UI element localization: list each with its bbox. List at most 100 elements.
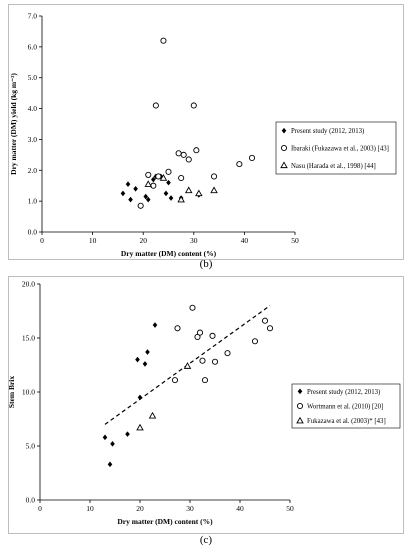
legend-box bbox=[291, 383, 401, 429]
scatter-chart-b: 0 10 20 30 40 50 0.0 1.0 2.0 3.0 4.0 5.0 6.0 7.0 Dry m… bbox=[9, 12, 397, 258]
y-tick-label: 5.0 bbox=[26, 442, 36, 451]
data-point-circle bbox=[150, 182, 157, 189]
x-axis-label: Dry matter (DM) content (%) bbox=[117, 517, 213, 526]
data-point-diamond bbox=[142, 361, 148, 367]
y-tick-label: 5.0 bbox=[28, 73, 38, 82]
data-point-triangle bbox=[159, 174, 168, 181]
data-point-triangle bbox=[177, 195, 185, 203]
data-point-diamond bbox=[137, 394, 143, 401]
data-point-circle bbox=[180, 151, 187, 158]
data-point-diamond bbox=[120, 190, 126, 197]
legend-entry: Ibaraki (Fukazawa et al., 2003) [43] bbox=[291, 146, 389, 153]
y-tick-label: 1.0 bbox=[28, 197, 38, 206]
data-point-circle bbox=[175, 150, 182, 157]
data-point-circle bbox=[171, 377, 179, 384]
legend-entry: Present study (2012, 2013) bbox=[291, 128, 364, 135]
legend-marker-triangle bbox=[296, 416, 304, 424]
data-point-diamond bbox=[166, 179, 171, 186]
data-point-circle bbox=[174, 325, 181, 332]
y-tick-label: 20.0 bbox=[22, 280, 35, 289]
legend-marker-circle bbox=[280, 144, 288, 152]
data-point-circle bbox=[209, 332, 216, 339]
data-point-diamond bbox=[151, 176, 156, 183]
data-point-triangle bbox=[144, 180, 153, 187]
data-point-circle bbox=[185, 156, 192, 163]
data-point-triangle bbox=[195, 189, 203, 197]
legend-entry: Present study (2012, 2013) bbox=[307, 389, 380, 396]
x-tick-label: 10 bbox=[86, 504, 94, 513]
data-point-circle bbox=[193, 147, 200, 154]
x-tick-label: 30 bbox=[186, 504, 194, 513]
y-tick-label: 3.0 bbox=[28, 135, 38, 144]
y-tick-label: 2.0 bbox=[28, 166, 38, 175]
data-point-circle bbox=[189, 304, 196, 311]
data-point-diamond bbox=[135, 356, 140, 363]
data-point-circle bbox=[211, 358, 219, 365]
x-tick-label: 40 bbox=[236, 504, 244, 513]
data-point-diamond bbox=[110, 441, 115, 447]
y-tick-label: 6.0 bbox=[28, 42, 38, 51]
data-point-diamond bbox=[125, 181, 131, 187]
data-point-diamond bbox=[145, 196, 151, 203]
x-tick-label: 20 bbox=[139, 236, 147, 245]
data-point-circle bbox=[145, 171, 152, 178]
data-point-triangle bbox=[210, 186, 218, 194]
legend-entry: Nasu (Harada et al., 1998) [44] bbox=[291, 163, 376, 170]
data-point-circle bbox=[248, 154, 256, 161]
data-point-diamond bbox=[152, 322, 158, 328]
data-point-circle bbox=[236, 161, 243, 168]
data-point-diamond bbox=[145, 349, 150, 355]
data-point-diamond bbox=[128, 196, 133, 203]
y-tick-label: 10.0 bbox=[22, 388, 35, 397]
data-point-triangle bbox=[136, 423, 144, 431]
legend-entry: Fukazawa et al. (2003)* [43] bbox=[307, 418, 386, 425]
data-point-diamond bbox=[163, 190, 169, 197]
x-tick-label: 40 bbox=[241, 236, 249, 245]
data-point-circle bbox=[152, 102, 159, 109]
chart-panel-b: 0 10 20 30 40 50 0.0 1.0 2.0 3.0 4.0 5.0 6.0 7.0 Dry m… bbox=[0, 0, 412, 270]
data-point-circle bbox=[199, 357, 206, 364]
data-point-circle bbox=[224, 350, 231, 357]
x-axis-label: Dry matter (DM) content (%) bbox=[121, 249, 217, 258]
y-tick-label: 7.0 bbox=[28, 12, 38, 21]
data-point-circle bbox=[165, 168, 172, 175]
data-point-circle bbox=[137, 202, 144, 209]
legend-box bbox=[275, 121, 397, 175]
data-point-diamond bbox=[107, 461, 113, 468]
data-point-circle bbox=[160, 37, 167, 44]
x-tick-label: 0 bbox=[38, 504, 42, 513]
legend-marker-circle bbox=[296, 402, 304, 410]
data-point-triangle bbox=[148, 411, 157, 419]
data-point-circle bbox=[261, 317, 269, 324]
data-point-diamond bbox=[143, 193, 149, 200]
panel-label-c: (c) bbox=[199, 534, 213, 546]
data-point-circle bbox=[196, 329, 204, 336]
data-point-circle bbox=[178, 174, 185, 182]
data-point-circle bbox=[251, 338, 259, 345]
y-tick-label: 15.0 bbox=[22, 334, 35, 343]
data-point-circle bbox=[210, 173, 218, 180]
legend-marker-triangle bbox=[280, 161, 288, 169]
panel-label-b: (b) bbox=[199, 258, 213, 270]
data-point-circle bbox=[201, 377, 209, 384]
data-point-diamond bbox=[102, 434, 108, 441]
data-point-triangle bbox=[184, 186, 193, 194]
x-tick-label: 0 bbox=[40, 236, 44, 245]
data-point-circle bbox=[266, 325, 274, 332]
y-tick-label: 4.0 bbox=[28, 104, 38, 113]
chart-panel-c: 0 10 20 30 40 50 0.0 5.0 10.0 15.0 20.0 Dry matter … bbox=[0, 272, 412, 550]
y-axis-label: Dry matter (DM) yield (kg m⁻²) bbox=[9, 73, 18, 175]
data-point-diamond bbox=[168, 195, 174, 201]
legend-marker-diamond bbox=[281, 127, 287, 134]
x-tick-label: 10 bbox=[89, 236, 97, 245]
data-point-circle bbox=[155, 173, 162, 180]
x-tick-label: 20 bbox=[136, 504, 144, 513]
data-point-diamond bbox=[125, 431, 130, 437]
y-tick-label: 0.0 bbox=[26, 496, 36, 505]
data-point-circle bbox=[190, 102, 197, 109]
y-tick-label: 0.0 bbox=[28, 228, 38, 237]
x-tick-label: 50 bbox=[291, 236, 299, 245]
x-tick-label: 30 bbox=[190, 236, 198, 245]
scatter-chart-c: 0 10 20 30 40 50 0.0 5.0 10.0 15.0 20.0 Dry matter … bbox=[7, 280, 401, 526]
legend-entry: Wortmann et al. (2010) [20] bbox=[307, 404, 383, 411]
